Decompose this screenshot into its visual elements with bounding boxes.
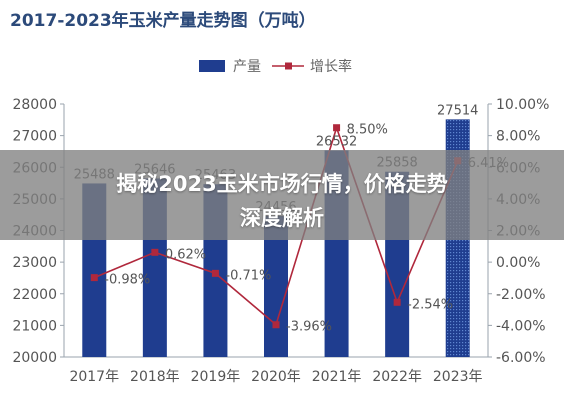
growth-marker [151,248,159,256]
y-left-tick-label: 21000 [12,318,57,334]
growth-marker [90,274,98,282]
bar-value-label: 27514 [437,103,478,118]
growth-value-label: -0.98% [104,273,150,288]
x-tick-label: 2022年 [372,369,422,385]
growth-marker [333,124,341,132]
growth-value-label: -2.54% [407,297,453,312]
legend-bar-swatch [199,60,225,72]
growth-marker [393,298,401,306]
growth-marker [211,269,219,277]
y-right-tick-label: 8.00% [496,129,540,145]
x-tick-label: 2018年 [130,369,180,385]
y-left-tick-label: 20000 [12,350,57,366]
growth-value-label: 8.50% [347,123,388,138]
x-tick-label: 2019年 [191,369,241,385]
headline-banner: 揭秘2023玉米市场行情，价格走势 深度解析 [0,150,564,240]
bar-value-label: 26532 [316,134,357,149]
legend-line-label: 增长率 [310,58,352,75]
growth-value-label: -3.96% [286,320,332,335]
growth-value-label: 0.62% [165,247,206,262]
y-right-tick-label: -6.00% [496,350,546,366]
y-right-tick-label: 0.00% [496,255,540,271]
x-tick-label: 2023年 [433,369,483,385]
y-right-tick-label: -2.00% [496,287,546,303]
growth-value-label: -0.71% [225,268,271,283]
y-right-tick-label: -4.00% [496,318,546,334]
y-left-tick-label: 22000 [12,287,57,303]
legend-line-marker [285,62,292,70]
y-left-tick-label: 27000 [12,129,57,145]
growth-marker [272,321,280,329]
x-tick-label: 2021年 [312,369,362,385]
x-tick-label: 2020年 [251,369,301,385]
y-right-tick-label: 10.00% [496,97,549,113]
legend: 产量 增长率 [199,58,352,75]
y-left-tick-label: 23000 [12,255,57,271]
chart-title: 2017-2023年玉米产量走势图（万吨） [10,11,316,31]
y-left-tick-label: 28000 [12,97,57,113]
headline-line-1: 揭秘2023玉米市场行情，价格走势 [116,172,448,196]
x-tick-label: 2017年 [69,369,119,385]
headline-line-2: 深度解析 [240,206,324,230]
legend-bar-label: 产量 [233,59,261,75]
